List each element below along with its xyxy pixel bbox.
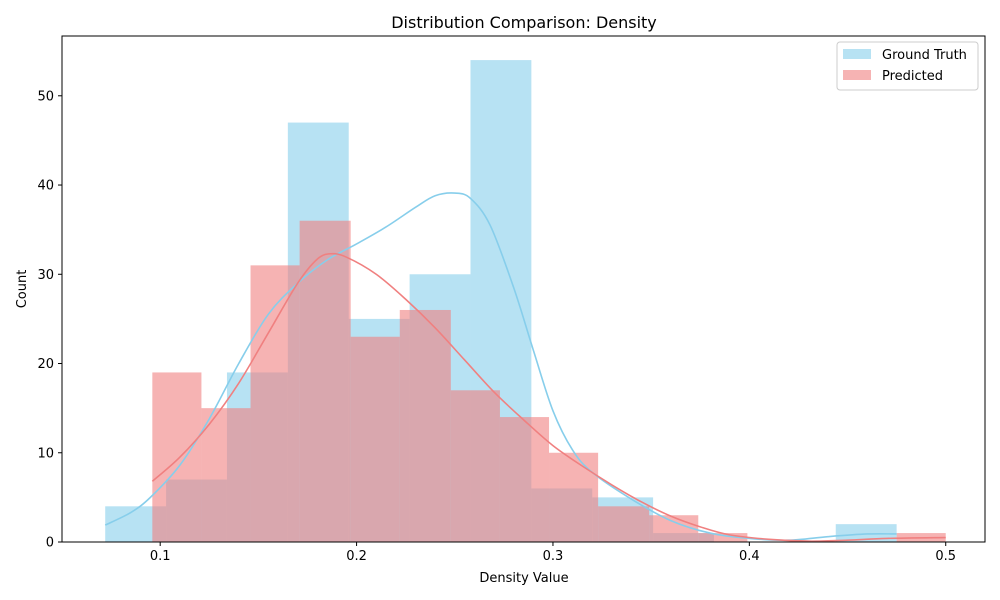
y-axis-ticks: 0 10 20 30 40 50 — [37, 89, 62, 551]
ground-truth-kde-line — [104, 192, 897, 542]
chart-title: Distribution Comparison: Density — [391, 13, 657, 32]
y-tick-label: 30 — [37, 268, 54, 283]
y-tick-label: 50 — [37, 89, 54, 104]
legend-label-ground-truth: Ground Truth — [882, 48, 967, 63]
predicted-bar — [649, 515, 699, 542]
x-axis-label: Density Value — [479, 571, 568, 586]
predicted-kde-line — [151, 252, 946, 542]
axes-frame — [61, 35, 986, 543]
x-tick-label: 0.2 — [346, 549, 367, 564]
predicted-bar — [201, 408, 251, 542]
predicted-bar — [250, 265, 300, 542]
y-axis-label: Count — [15, 270, 30, 309]
plot-area — [104, 60, 946, 542]
x-tick-label: 0.5 — [935, 549, 956, 564]
predicted-bar — [698, 533, 748, 542]
y-tick-label: 0 — [46, 536, 54, 551]
y-tick-label: 20 — [37, 357, 54, 372]
legend-swatch-predicted — [843, 70, 871, 80]
y-tick-label: 40 — [37, 179, 54, 194]
legend: Ground Truth Predicted — [836, 41, 979, 91]
ground-truth-bar — [835, 524, 897, 542]
predicted-bar — [598, 506, 650, 542]
predicted-bar — [549, 452, 599, 542]
x-tick-label: 0.4 — [739, 549, 760, 564]
y-tick-label: 10 — [37, 446, 54, 461]
legend-box — [836, 41, 979, 91]
legend-swatch-ground-truth — [843, 49, 871, 59]
kde-lines — [104, 192, 946, 542]
x-axis-ticks: 0.1 0.2 0.3 0.4 0.5 — [150, 542, 956, 564]
predicted-bar — [450, 390, 500, 542]
predicted-bar — [350, 336, 400, 542]
predicted-bar — [152, 372, 202, 542]
x-tick-label: 0.1 — [150, 549, 171, 564]
x-tick-label: 0.3 — [543, 549, 564, 564]
predicted-bar — [399, 309, 451, 542]
predicted-bar — [499, 417, 550, 542]
legend-label-predicted: Predicted — [882, 69, 943, 84]
